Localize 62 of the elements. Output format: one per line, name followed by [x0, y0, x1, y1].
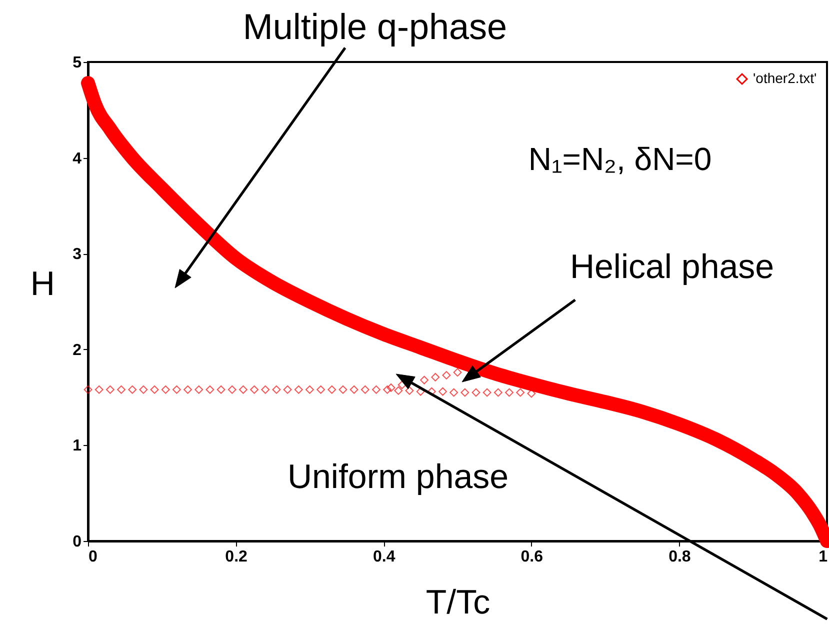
- point: [516, 388, 525, 397]
- point: [228, 385, 236, 394]
- point: [250, 385, 258, 394]
- annotation: Helical phase: [570, 248, 774, 286]
- point: [450, 388, 458, 397]
- point: [431, 372, 440, 382]
- point: [482, 388, 492, 397]
- point: [216, 385, 226, 394]
- y-tick-label: 4: [72, 150, 82, 168]
- point: [350, 385, 358, 394]
- point: [328, 385, 336, 394]
- point: [139, 385, 148, 394]
- point: [338, 385, 348, 394]
- point: [394, 386, 403, 395]
- x-tick-label: 0.4: [372, 548, 396, 566]
- point: [283, 385, 292, 394]
- y-axis-title: H: [30, 265, 55, 303]
- x-tick-label: 0.2: [225, 548, 248, 566]
- annotation: N₁=N₂, δN=0: [528, 141, 712, 177]
- y-tick-label: 5: [72, 54, 82, 72]
- point: [305, 385, 314, 394]
- point: [494, 388, 502, 397]
- point: [272, 385, 281, 394]
- y-tick-label: 0: [72, 534, 82, 550]
- point: [150, 385, 159, 394]
- x-tick-label: 1: [818, 548, 828, 566]
- point: [386, 384, 396, 392]
- text: Multiple q-phase: [242, 6, 508, 47]
- legend-label: 'other2.txt': [753, 70, 817, 86]
- point: [360, 385, 370, 394]
- y-tick-label: 3: [72, 246, 82, 264]
- point: [84, 385, 92, 394]
- point: [238, 385, 248, 394]
- point: [442, 371, 451, 380]
- x-tick-label: 0.8: [668, 548, 691, 566]
- point: [472, 388, 480, 397]
- x-tick-label: 0: [88, 548, 98, 566]
- point: [405, 386, 414, 395]
- point: [161, 385, 170, 394]
- point: [117, 385, 126, 394]
- point: [172, 385, 181, 394]
- point: [372, 385, 380, 394]
- point: [206, 385, 214, 394]
- x-axis-title: T/Tc: [426, 584, 490, 622]
- point: [194, 385, 204, 394]
- y-tick-label: 2: [72, 342, 82, 359]
- point: [420, 376, 428, 384]
- point: [453, 368, 462, 377]
- annotation: Uniform phase: [287, 458, 509, 496]
- y-tick-label: 1: [72, 438, 82, 455]
- point: [106, 385, 114, 394]
- point: [438, 387, 447, 396]
- point: [128, 385, 137, 394]
- point: [460, 388, 470, 397]
- point: [316, 385, 325, 394]
- point: [94, 385, 104, 394]
- x-tick-label: 0.6: [520, 548, 544, 566]
- point: [184, 385, 192, 394]
- point: [261, 385, 270, 394]
- point: [505, 388, 514, 397]
- point: [294, 385, 303, 394]
- point: [383, 385, 392, 394]
